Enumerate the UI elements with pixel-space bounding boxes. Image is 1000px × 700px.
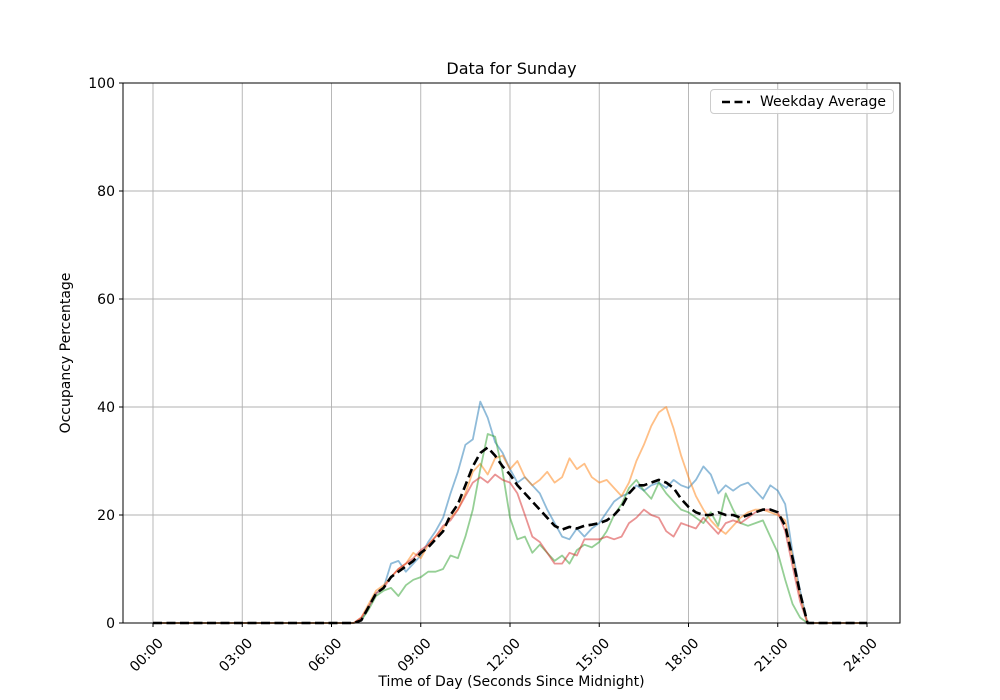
x-tick-label: 12:00 (484, 636, 524, 676)
legend: Weekday Average (710, 89, 894, 114)
chart-title: Data for Sunday (446, 59, 577, 78)
legend-dashed-line-sample (722, 100, 750, 103)
x-axis-label: Time of Day (Seconds Since Midnight) (378, 674, 645, 690)
x-tick-label: 06:00 (305, 636, 345, 676)
y-tick-label: 100 (88, 76, 115, 92)
y-tick-label: 40 (97, 400, 115, 416)
x-tick-label: 09:00 (395, 636, 435, 676)
x-tick-label: 21:00 (752, 636, 792, 676)
x-tick-label: 00:00 (127, 636, 167, 676)
x-tick-label: 24:00 (841, 636, 881, 676)
y-tick-label: 0 (106, 616, 115, 632)
y-tick-label: 20 (97, 508, 115, 524)
x-tick-label: 15:00 (573, 636, 613, 676)
legend-entry-label: Weekday Average (760, 93, 887, 110)
y-axis-label-text: Occupancy Percentage (58, 272, 74, 434)
y-tick-label: 60 (97, 292, 115, 308)
x-tick-label: 18:00 (662, 636, 702, 676)
axes-spines (122, 82, 901, 624)
x-tick-label: 03:00 (216, 636, 256, 676)
y-tick-label: 80 (97, 184, 115, 200)
series-weekday-average (153, 446, 867, 625)
